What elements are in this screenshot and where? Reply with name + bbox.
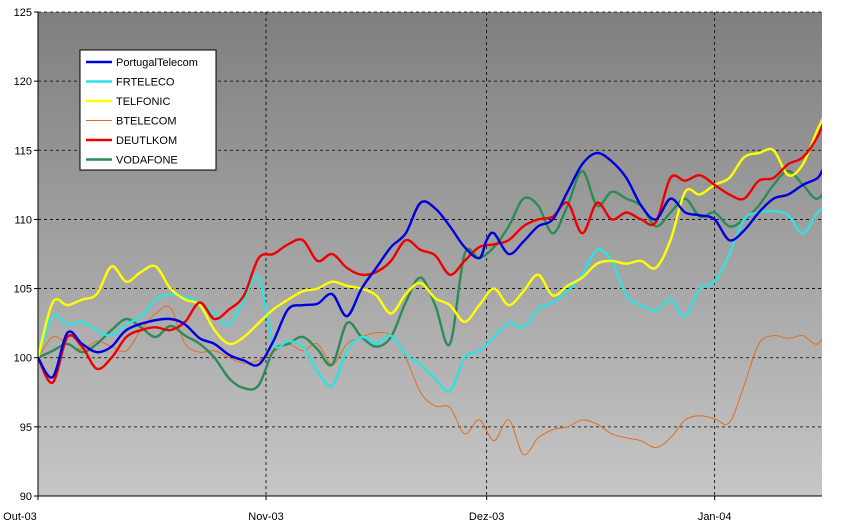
legend-label-vodafone: VODAFONE	[116, 155, 178, 167]
x-axis-ticks: Out-03 Nov-03 Dez-03 Jan-04	[3, 496, 731, 523]
x-tick-label: Out-03	[3, 511, 37, 523]
x-tick-label: Nov-03	[248, 511, 283, 523]
legend: PortugalTelecom FRTELECO TELFONIC BTELECOM D…	[79, 49, 217, 171]
legend-box	[79, 49, 217, 171]
y-tick-label: 100	[14, 353, 32, 365]
y-axis-ticks: 90 95 100 105 110 115 120 125	[14, 7, 38, 503]
legend-label-deutlkom: DEUTLKOM	[116, 135, 177, 147]
legend-label-frteleco: FRTELECO	[116, 77, 175, 89]
series-layer	[38, 117, 822, 456]
y-tick-label: 110	[14, 214, 32, 226]
x-tick-label: Jan-04	[698, 511, 732, 523]
legend-label-portugaltelecom: PortugalTelecom	[116, 57, 198, 69]
y-tick-label: 125	[14, 7, 32, 19]
y-tick-label: 115	[14, 145, 32, 157]
legend-label-telfonic: TELFONIC	[116, 96, 170, 108]
series-line-portugaltelecom	[38, 151, 822, 379]
y-tick-label: 90	[20, 491, 32, 503]
legend-label-btelecom: BTELECOM	[116, 116, 177, 128]
series-line-telfonic	[38, 117, 822, 359]
x-tick-label: Dez-03	[469, 511, 504, 523]
y-tick-label: 120	[14, 76, 32, 88]
y-tick-label: 95	[20, 422, 32, 434]
y-tick-label: 105	[14, 284, 32, 296]
series-line-btelecom	[38, 305, 822, 456]
series-line-deutlkom	[38, 123, 822, 384]
